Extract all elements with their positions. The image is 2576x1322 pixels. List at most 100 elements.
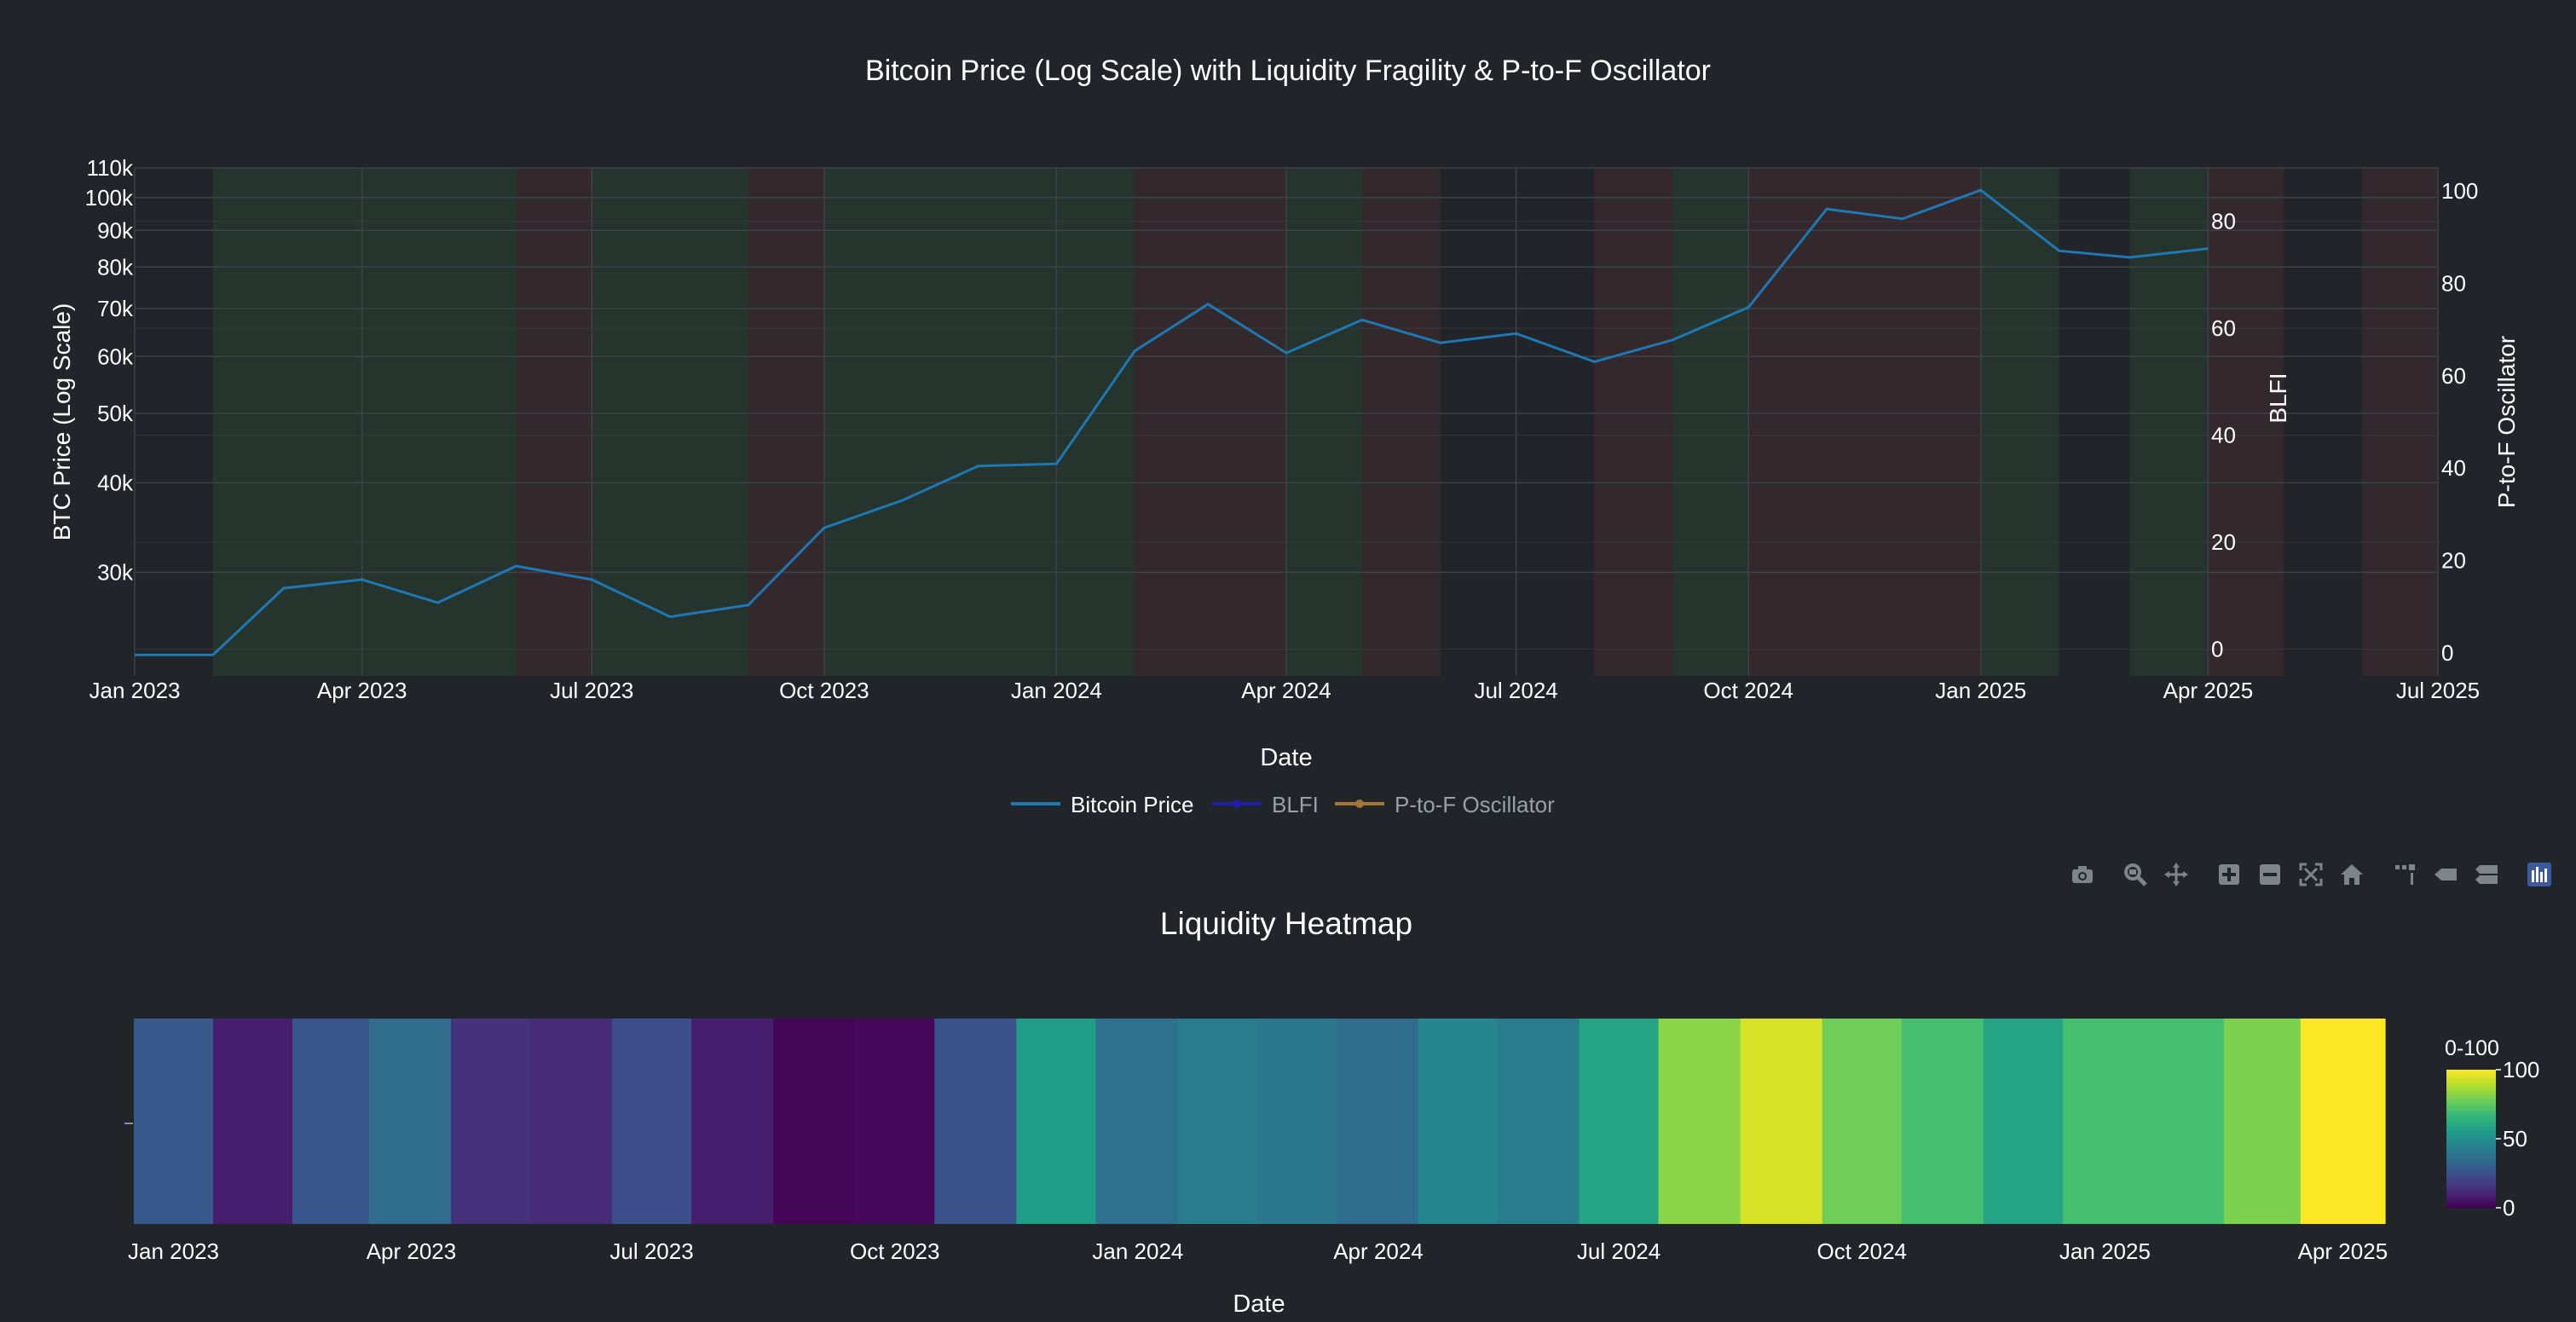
heatmap-cell[interactable]	[1983, 1019, 2064, 1224]
oscillator-tick-label: 20	[2441, 548, 2466, 574]
heatmap-cell[interactable]	[2062, 1019, 2146, 1224]
x-tick-label: Apr 2025	[2163, 678, 2254, 703]
heatmap-cell[interactable]	[1177, 1019, 1258, 1224]
regime-band-red	[1594, 168, 1673, 676]
hover-closest-icon[interactable]	[2429, 857, 2463, 892]
bitcoin-price-line[interactable]	[135, 188, 2209, 656]
heatmap-cell[interactable]	[1016, 1019, 1096, 1224]
regime-band-red	[1135, 168, 1286, 676]
heatmap-cell[interactable]	[212, 1019, 293, 1224]
x-tick-label: Oct 2023	[779, 678, 869, 703]
price-grid	[134, 167, 2439, 676]
heatmap-cell[interactable]	[1256, 1019, 1337, 1224]
x-tick-label: Apr 2024	[1241, 678, 1331, 703]
heatmap-cells[interactable]	[134, 1019, 2386, 1224]
price-legend: Bitcoin Price BLFI P-to-F Oscillator	[1011, 792, 1555, 817]
heatmap-cell[interactable]	[1658, 1019, 1741, 1224]
heatmap-cell[interactable]	[1901, 1019, 1984, 1224]
oscillator-tick-label: 40	[2441, 455, 2466, 481]
colorbar-title: 0-100	[2445, 1036, 2499, 1060]
y-tick-label: 50k	[97, 401, 134, 426]
regime-band-red	[1748, 168, 1981, 676]
heatmap-x-tick-label: Oct 2024	[1816, 1238, 1907, 1264]
heatmap-cell[interactable]	[1418, 1019, 1499, 1224]
heatmap-cell[interactable]	[934, 1019, 1017, 1224]
price-x-axis-title: Date	[1260, 744, 1312, 771]
heatmap-cell[interactable]	[1497, 1019, 1580, 1224]
heatmap-cell[interactable]	[2223, 1019, 2302, 1224]
heatmap-cell[interactable]	[292, 1019, 370, 1224]
colorbar-tick-label: 0	[2503, 1195, 2515, 1221]
regime-band-red	[1361, 168, 1441, 676]
y-tick-label: 30k	[97, 559, 134, 585]
colorbar-tick-label: 100	[2503, 1057, 2539, 1082]
regime-band-red	[2362, 168, 2438, 676]
heatmap-title: Liquidity Heatmap	[1160, 906, 1412, 941]
price-y-tick-labels: 30k 40k 50k 60k 70k 80k 90k 100k 110k	[85, 155, 134, 585]
regime-band-green	[1286, 168, 1362, 676]
regime-band-green	[592, 168, 748, 676]
x-tick-label: Jul 2023	[550, 678, 633, 703]
heatmap-x-tick-label: Jul 2024	[1577, 1238, 1661, 1264]
camera-icon[interactable]	[2065, 857, 2099, 892]
x-tick-label: Apr 2023	[317, 678, 407, 703]
heatmap-cell[interactable]	[368, 1019, 452, 1224]
heatmap-cell[interactable]	[855, 1019, 935, 1224]
heatmap-x-tick-label: Apr 2024	[1333, 1238, 1424, 1264]
regime-band-green	[1980, 168, 2059, 676]
heatmap-cell[interactable]	[773, 1019, 856, 1224]
legend-label-blfi: BLFI	[1272, 792, 1319, 817]
plot-modebar	[2059, 857, 2556, 892]
regime-band-green	[823, 168, 1135, 676]
legend-item-bitcoin-price[interactable]: Bitcoin Price	[1011, 792, 1194, 817]
heatmap-cell[interactable]	[1579, 1019, 1660, 1224]
autoscale-icon[interactable]	[2294, 857, 2328, 892]
legend-item-blfi[interactable]: BLFI	[1212, 792, 1319, 817]
y-tick-label: 40k	[97, 470, 134, 495]
heatmap-cell[interactable]	[134, 1019, 214, 1224]
colorbar-tick-label: 50	[2503, 1126, 2527, 1152]
price-y-axis-title: BTC Price (Log Scale)	[49, 303, 75, 541]
heatmap-x-tick-label: Apr 2025	[2298, 1238, 2388, 1264]
price-chart-title: Bitcoin Price (Log Scale) with Liquidity…	[865, 55, 1711, 87]
heatmap-cell[interactable]	[1336, 1019, 1419, 1224]
legend-item-p-to-f-oscillator[interactable]: P-to-F Oscillator	[1335, 792, 1555, 817]
heatmap-x-tick-label: Jul 2023	[609, 1238, 693, 1264]
zoom-out-icon[interactable]	[2253, 857, 2287, 892]
plotly-logo-icon[interactable]	[2522, 857, 2556, 892]
legend-label-p-to-f-oscillator: P-to-F Oscillator	[1395, 792, 1555, 817]
spike-lines-icon[interactable]	[2388, 857, 2422, 892]
legend-label-bitcoin-price: Bitcoin Price	[1071, 792, 1194, 817]
heatmap-cell[interactable]	[1822, 1019, 1903, 1224]
pan-icon[interactable]	[2159, 857, 2193, 892]
hover-compare-icon[interactable]	[2469, 857, 2504, 892]
y-tick-label: 80k	[97, 254, 134, 280]
heatmap-cell[interactable]	[1740, 1019, 1823, 1224]
regime-bands	[212, 168, 2438, 676]
heatmap-x-tick-label: Oct 2023	[850, 1238, 940, 1264]
price-chart: Bitcoin Price (Log Scale) with Liquidity…	[49, 55, 2520, 817]
heatmap-cell[interactable]	[612, 1019, 692, 1224]
blfi-tick-label: 60	[2211, 315, 2236, 341]
x-tick-label: Jan 2025	[1935, 678, 2026, 703]
regime-band-green	[2129, 168, 2209, 676]
blfi-tick-labels: 0 20 40 60 80	[2211, 209, 2236, 662]
blfi-tick-label: 0	[2211, 637, 2223, 662]
blfi-tick-label: 80	[2211, 209, 2236, 234]
heatmap-cell[interactable]	[2300, 1019, 2386, 1224]
zoom-icon[interactable]	[2118, 857, 2152, 892]
heatmap-cell[interactable]	[691, 1019, 774, 1224]
y-tick-label: 100k	[85, 185, 134, 211]
oscillator-tick-label: 100	[2441, 178, 2478, 204]
heatmap-cell[interactable]	[529, 1019, 613, 1224]
blfi-tick-label: 40	[2211, 423, 2236, 448]
heatmap-cell[interactable]	[1095, 1019, 1179, 1224]
home-icon[interactable]	[2335, 857, 2369, 892]
heatmap-cell[interactable]	[2144, 1019, 2225, 1224]
heatmap-x-tick-label: Apr 2023	[367, 1238, 457, 1264]
heatmap-x-axis-title: Date	[1233, 1290, 1285, 1318]
heatmap-cell[interactable]	[450, 1019, 531, 1224]
zoom-in-icon[interactable]	[2212, 857, 2246, 892]
